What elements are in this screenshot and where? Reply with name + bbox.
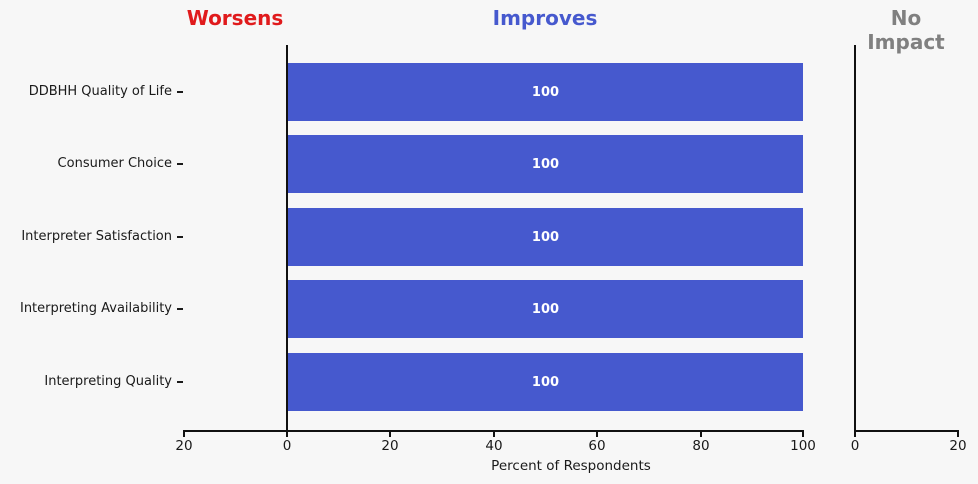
x-tick-label: 20: [381, 438, 399, 454]
improves-bar: 100: [288, 353, 803, 411]
x-tick-label: 40: [485, 438, 503, 454]
x-tick: [286, 432, 288, 437]
panel-header-improves: Improves: [492, 6, 598, 30]
y-tick: [177, 308, 183, 310]
x-tick-label: 0: [282, 438, 292, 454]
improves-bar: 100: [288, 208, 803, 266]
x-tick: [183, 432, 185, 437]
improves-bar: 100: [288, 135, 803, 193]
category-label-interpreter-satisfaction: Interpreter Satisfaction: [21, 229, 172, 244]
y-tick: [177, 236, 183, 238]
zero-line-no-impact-panel: [854, 45, 856, 432]
x-axis-title: Percent of Respondents: [491, 458, 651, 474]
zero-line-main-panel: [286, 45, 288, 432]
x-tick-label: 20: [949, 438, 967, 454]
x-tick-label: 100: [790, 438, 816, 454]
category-label-interpreting-quality: Interpreting Quality: [44, 374, 172, 389]
y-tick: [177, 381, 183, 383]
x-tick: [493, 432, 495, 437]
x-tick-label: 60: [588, 438, 606, 454]
bar-value-label: 100: [531, 301, 560, 317]
panel-header-no-impact: No Impact: [867, 6, 945, 54]
bar-value-label: 100: [531, 156, 560, 172]
category-label-consumer-choice: Consumer Choice: [57, 156, 172, 171]
x-tick: [596, 432, 598, 437]
bar-value-label: 100: [531, 84, 560, 100]
panel-header-worsens: Worsens: [186, 6, 284, 30]
x-tick: [802, 432, 804, 437]
bar-value-label: 100: [531, 374, 560, 390]
x-tick: [700, 432, 702, 437]
improves-bar: 100: [288, 280, 803, 338]
x-tick: [957, 432, 959, 437]
category-label-ddbhh-quality-of-life: DDBHH Quality of Life: [28, 84, 172, 99]
x-tick-label: 80: [692, 438, 710, 454]
x-tick: [854, 432, 856, 437]
y-tick: [177, 91, 183, 93]
bar-value-label: 100: [531, 229, 560, 245]
x-tick: [389, 432, 391, 437]
category-label-interpreting-availability: Interpreting Availability: [19, 301, 172, 316]
y-tick: [177, 163, 183, 165]
x-axis-line-main: [183, 430, 804, 432]
improves-bar: 100: [288, 63, 803, 121]
x-axis-line-no-impact: [854, 430, 959, 432]
x-tick-label: 0: [850, 438, 860, 454]
x-tick-label: 20: [175, 438, 193, 454]
